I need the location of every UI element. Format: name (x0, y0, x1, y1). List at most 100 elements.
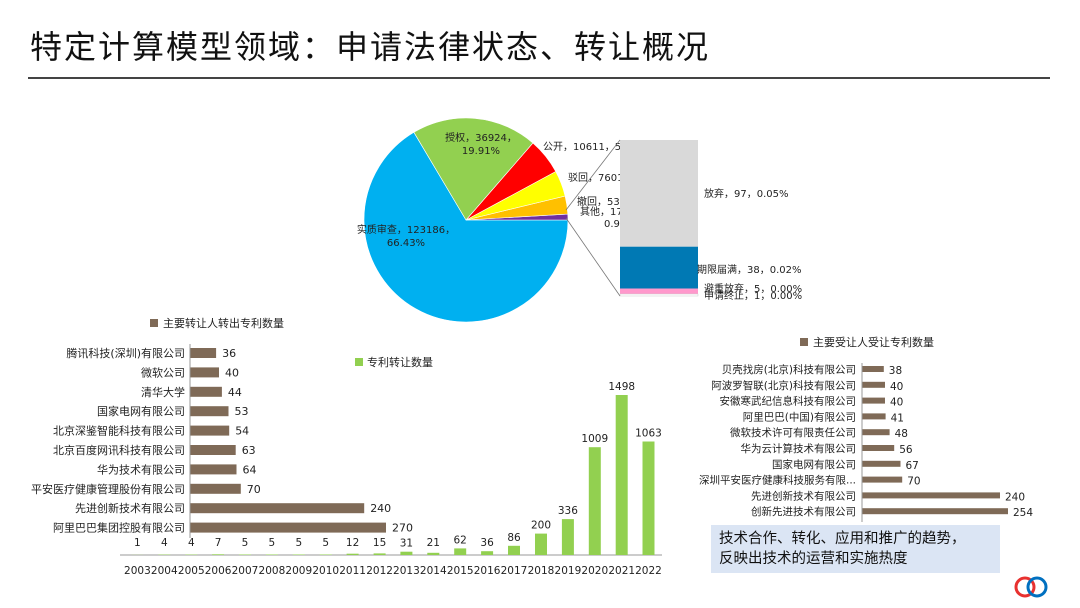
x-tick-label: 2011 (339, 565, 366, 577)
bar-value-label: 270 (392, 522, 413, 535)
x-tick-label: 2003 (124, 565, 151, 577)
bar (508, 545, 520, 555)
bar-value-label: 70 (907, 476, 920, 488)
bar-value-label: 254 (1013, 507, 1033, 519)
category-label: 国家电网有限公司 (772, 458, 856, 471)
bar (190, 483, 241, 494)
bar-value-label: 70 (247, 483, 261, 496)
bar-value-label: 64 (243, 463, 257, 476)
bar-value-label: 48 (895, 428, 908, 440)
bar (346, 553, 359, 555)
breakdown-segment (620, 140, 698, 247)
bar (190, 503, 365, 514)
bar-value-label: 31 (400, 538, 413, 550)
x-tick-label: 2020 (581, 565, 608, 577)
breakdown-label: 避重放弃，5，0.00% (704, 282, 802, 295)
bar (190, 464, 237, 475)
bar (239, 554, 251, 555)
breakdown-label: 放弃，97，0.05% (704, 187, 789, 200)
bar (862, 460, 901, 467)
x-tick-label: 2021 (608, 565, 635, 577)
category-label: 清华大学 (141, 385, 185, 399)
x-tick-label: 2014 (420, 565, 447, 577)
summary-note-line: 技术合作、转化、应用和推广的趋势， (719, 531, 966, 547)
category-label: 阿里巴巴(中国)有限公司 (743, 410, 856, 423)
bar (481, 551, 494, 555)
pie-label: 66.43% (387, 238, 425, 249)
bar-value-label: 4 (188, 537, 195, 549)
breakdown-label: 申请终止，1，0.00% (704, 289, 802, 302)
breakdown-connector (565, 139, 621, 211)
bar-value-label: 5 (242, 537, 249, 549)
bar-value-label: 54 (235, 425, 249, 438)
breakdown-connector (565, 217, 621, 297)
pie-label: 授权，36924， (445, 131, 517, 144)
bar-value-label: 40 (890, 397, 903, 409)
x-tick-label: 2009 (285, 565, 312, 577)
bar (265, 554, 278, 555)
bar-value-label: 40 (890, 381, 903, 393)
bar-value-label: 200 (531, 520, 551, 532)
category-label: 创新先进技术有限公司 (751, 505, 856, 518)
bar-value-label: 36 (480, 537, 494, 549)
page-title: 特定计算模型领域：申请法律状态、转让概况 (30, 28, 711, 66)
legend-swatch (355, 358, 363, 366)
bar (862, 445, 895, 451)
category-label: 先进创新技术有限公司 (75, 501, 185, 515)
bar (292, 554, 305, 555)
summary-note: 技术合作、转化、应用和推广的趋势， 反映出技术的运营和实施热度 (711, 525, 1000, 573)
bar (427, 552, 440, 555)
bar (561, 519, 574, 555)
x-tick-label: 2007 (232, 565, 259, 577)
bar (615, 395, 628, 555)
legend-label: 主要转让人转出专利数量 (163, 316, 284, 330)
bar-value-label: 38 (889, 365, 902, 377)
category-label: 北京百度网讯科技有限公司 (53, 443, 185, 457)
category-label: 贝壳找房(北京)科技有限公司 (722, 363, 856, 376)
bar (190, 445, 236, 455)
x-tick-label: 2004 (151, 565, 178, 577)
bar (190, 367, 219, 378)
bar-value-label: 5 (269, 537, 276, 549)
breakdown-segment (620, 288, 698, 294)
bar (862, 397, 885, 404)
bar (642, 441, 655, 555)
bar-value-label: 5 (322, 537, 329, 549)
bar (373, 553, 386, 555)
category-label: 平安医疗健康管理股份有限公司 (31, 482, 185, 496)
legend-label: 主要受让人受让专利数量 (813, 335, 934, 349)
bar-value-label: 7 (215, 537, 222, 549)
x-tick-label: 2018 (528, 565, 555, 577)
bar (862, 413, 886, 420)
bar-value-label: 40 (225, 366, 239, 379)
x-tick-label: 2019 (555, 565, 582, 577)
bar (400, 551, 413, 555)
x-tick-label: 2008 (259, 565, 286, 577)
bar (862, 508, 1008, 515)
x-tick-label: 2017 (501, 565, 528, 577)
bar (862, 476, 903, 483)
x-tick-label: 2010 (312, 565, 339, 577)
bar (212, 554, 225, 555)
x-tick-label: 2006 (205, 565, 232, 577)
category-label: 微软公司 (141, 365, 185, 379)
category-label: 华为云计算技术有限公司 (741, 442, 857, 455)
category-label: 阿波罗智联(北京)科技有限公司 (711, 379, 856, 392)
bar (862, 429, 890, 436)
pie-label: 实质审查，123186， (357, 223, 455, 236)
category-label: 国家电网有限公司 (97, 404, 185, 418)
bar-value-label: 62 (454, 534, 467, 546)
breakdown-segment (619, 293, 699, 297)
bar-value-label: 36 (222, 347, 236, 360)
legend-label: 专利转让数量 (367, 355, 433, 369)
category-label: 安徽寒武纪信息科技有限公司 (720, 395, 857, 408)
bar (862, 381, 885, 388)
category-label: 先进创新技术有限公司 (751, 489, 856, 502)
category-label: 深圳平安医疗健康科技服务有限... (699, 474, 856, 487)
title-divider (28, 77, 1050, 79)
bar (862, 492, 1000, 499)
bar-value-label: 56 (899, 444, 913, 456)
logo-ring-right (1026, 576, 1048, 598)
bar-value-label: 44 (228, 386, 242, 399)
